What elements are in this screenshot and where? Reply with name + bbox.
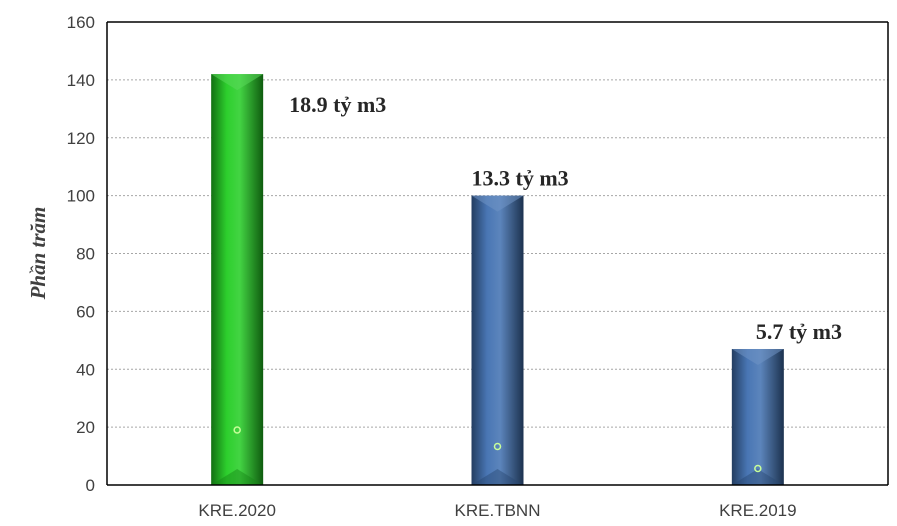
bars: [211, 74, 784, 486]
x-category-label: KRE.TBNN: [455, 501, 541, 520]
y-tick-label: 160: [67, 13, 95, 32]
x-category-labels: KRE.2020 KRE.TBNN KRE.2019: [198, 501, 796, 520]
y-tick-label: 80: [76, 245, 95, 264]
y-tick-labels: 0 20 40 60 80 100 120 140 160: [67, 13, 95, 495]
bar: [731, 348, 784, 485]
x-category-label: KRE.2020: [198, 501, 276, 520]
y-tick-label: 140: [67, 71, 95, 90]
x-category-label: KRE.2019: [719, 501, 797, 520]
bar-data-label: 5.7 tỷ m3: [756, 319, 842, 344]
y-tick-label: 60: [76, 302, 95, 321]
bar-point-marker: [233, 426, 241, 434]
bar: [471, 195, 524, 485]
bar-data-label: 18.9 tỷ m3: [289, 92, 386, 117]
bar-point-marker: [754, 464, 762, 473]
bar: [211, 74, 264, 486]
y-tick-label: 40: [76, 360, 95, 379]
axes: [106, 21, 889, 486]
y-tick-label: 100: [67, 187, 95, 206]
data-labels: 18.9 tỷ m3 13.3 tỷ m3 5.7 tỷ m3: [289, 92, 842, 344]
y-tick-label: 20: [76, 418, 95, 437]
y-tick-label: 120: [67, 129, 95, 148]
y-axis-label: Phần trăm: [26, 207, 50, 301]
y-tick-label: 0: [86, 476, 95, 495]
bar-data-label: 13.3 tỷ m3: [472, 166, 569, 191]
bar-point-marker: [493, 442, 502, 451]
